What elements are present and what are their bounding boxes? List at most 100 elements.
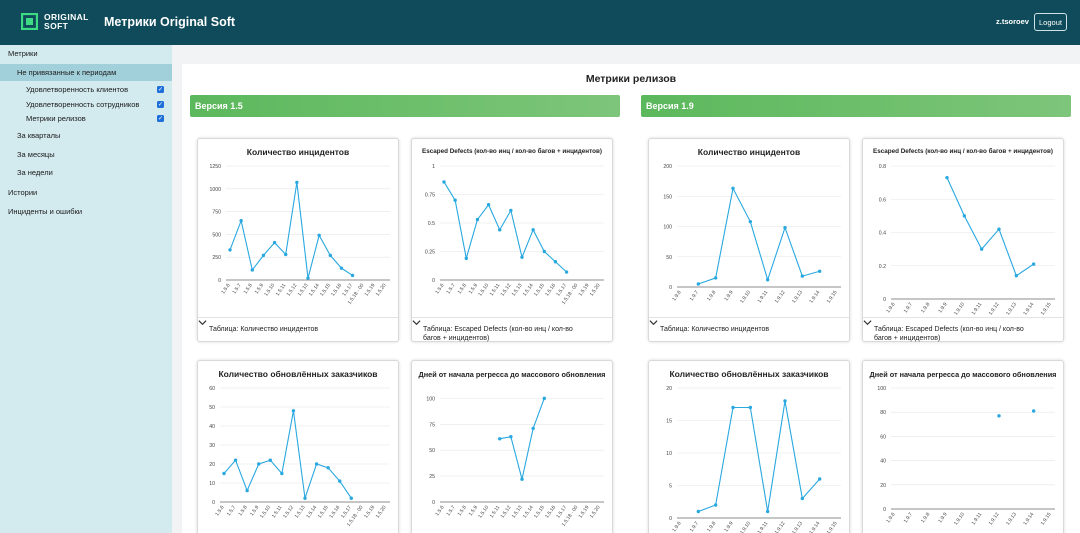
- x-tick-label: 1.9.7: [689, 521, 700, 533]
- x-tick-label: 1.5.6: [220, 283, 231, 296]
- chevron-down-icon: [412, 320, 421, 326]
- sidebar-item-unassigned[interactable]: Не привязанные к периодам: [0, 64, 172, 81]
- y-tick-label: 500: [212, 232, 221, 238]
- y-tick-label: 0: [218, 278, 221, 284]
- top-header: ORIGINAL SOFT Метрики Original Soft z.ts…: [0, 0, 1080, 45]
- sidebar-item-quarters[interactable]: За кварталы: [0, 127, 172, 144]
- chart-card-v19-regress: Дней от начала регресса до массового обн…: [862, 360, 1064, 533]
- x-tick-label: 1.9.7: [903, 512, 914, 525]
- logo-line-2: SOFT: [44, 21, 69, 31]
- x-tick-label: 1.9.7: [689, 290, 700, 303]
- x-tick-label: 1.5.9: [468, 283, 479, 296]
- series-line: [698, 186, 820, 285]
- sidebar-item-months[interactable]: За месяцы: [0, 146, 172, 163]
- x-tick-label: 1.5.6: [434, 505, 445, 518]
- x-tick-label: 1.5.20: [375, 505, 388, 520]
- sidebar: Метрики Не привязанные к периодам Удовле…: [0, 45, 172, 533]
- data-point: [498, 437, 502, 441]
- version-1-9-header[interactable]: Версия 1.9: [641, 95, 1071, 117]
- y-tick-label: 20: [880, 483, 886, 489]
- x-tick-label: 1.5.14: [305, 505, 318, 520]
- x-tick-label: 1.5.10: [477, 283, 490, 298]
- y-tick-label: 0.2: [879, 264, 886, 270]
- y-tick-label: 40: [209, 424, 215, 430]
- y-tick-label: 25: [429, 474, 435, 480]
- data-point: [817, 269, 822, 273]
- table-toggle-label: Таблица: Количество инцидентов: [209, 326, 319, 333]
- x-tick-label: 1.5.15: [533, 505, 546, 520]
- y-tick-label: 0: [432, 500, 435, 506]
- table-toggle-incidents[interactable]: Таблица: Количество инцидентов: [649, 317, 849, 343]
- data-point: [245, 488, 249, 493]
- x-tick-label: 1.9.8: [706, 290, 717, 303]
- x-tick-label: 1.9.15: [826, 290, 839, 305]
- sidebar-item-employee-satisfaction[interactable]: Удовлетворенность сотрудников ✓: [0, 96, 172, 113]
- x-tick-label: 1.9.6: [885, 302, 896, 315]
- line-chart: 0 0.25 0.5 0.75 1 1.5.6 1.5.7 1.5.8 1.5.91.5.10 1…: [425, 164, 604, 306]
- checkbox-checked-icon[interactable]: ✓: [157, 86, 164, 93]
- x-tick-label: 1.5.9: [468, 505, 479, 518]
- y-tick-label: 10: [666, 451, 672, 457]
- line-chart: 0 50 100 150 200 1.9.6 1.9.7 1.9.8 1.9.9 1.9.10 1.…: [663, 164, 841, 305]
- sidebar-item-metrics[interactable]: Метрики: [0, 45, 172, 62]
- x-tick-label: 1.5.12: [500, 283, 513, 298]
- x-tick-label: 1.5.13: [511, 505, 524, 520]
- x-tick-label: 1.9.9: [723, 290, 734, 303]
- y-tick-label: 40: [880, 459, 886, 465]
- sidebar-item-incidents[interactable]: Инциденты и ошибки: [0, 203, 172, 220]
- x-tick-label: 1.9.15: [1040, 512, 1053, 527]
- x-tick-label: 1.5.15: [319, 283, 332, 298]
- x-tick-label: 1.5.15: [317, 505, 330, 520]
- data-point: [350, 273, 355, 278]
- data-point: [442, 180, 446, 184]
- y-tick-label: 60: [209, 386, 215, 392]
- sidebar-item-release-metrics[interactable]: Метрики релизов ✓: [0, 110, 172, 127]
- data-point: [314, 462, 319, 466]
- x-tick-label: 1.5.16: [544, 505, 557, 520]
- x-tick-label: 1.5.13: [294, 505, 307, 520]
- sidebar-item-client-satisfaction[interactable]: Удовлетворенность клиентов ✓: [0, 81, 172, 98]
- checkbox-checked-icon[interactable]: ✓: [157, 115, 164, 122]
- x-tick-label: 1.9.15: [1040, 302, 1053, 317]
- table-toggle-label: Таблица: Escaped Defects (кол-во инц / к…: [423, 326, 573, 342]
- y-tick-label: 1: [432, 164, 435, 170]
- sidebar-item-weeks[interactable]: За недели: [0, 164, 172, 181]
- version-1-5-header[interactable]: Версия 1.5: [190, 95, 620, 117]
- table-toggle-escaped[interactable]: Таблица: Escaped Defects (кол-во инц / к…: [412, 317, 612, 343]
- checkbox-checked-icon[interactable]: ✓: [157, 101, 164, 108]
- x-tick-label: 1.9.14: [808, 290, 821, 305]
- x-tick-label: 1.9.14: [808, 521, 821, 533]
- x-tick-label: 1.5.6: [434, 283, 445, 296]
- y-tick-label: 150: [663, 194, 672, 200]
- chart-card-v19-incidents: Количество инцидентов 0 50 100 150 200 1.9.6 1…: [648, 138, 850, 342]
- y-tick-label: 100: [663, 225, 672, 231]
- x-tick-label: 1.9.6: [885, 512, 896, 525]
- table-toggle-escaped[interactable]: Таблица: Escaped Defects (кол-во инц / к…: [863, 317, 1063, 343]
- x-tick-label: 1.5.15: [533, 283, 546, 298]
- x-tick-label: 1.5.7: [445, 505, 456, 518]
- chart-card-v19-escaped: Escaped Defects (кол-во инц / кол-во баг…: [862, 138, 1064, 342]
- data-point: [520, 255, 524, 259]
- sidebar-item-histories[interactable]: Истории: [0, 184, 172, 201]
- data-point: [295, 180, 299, 185]
- data-point: [800, 496, 805, 501]
- table-toggle-incidents[interactable]: Таблица: Количество инцидентов: [198, 317, 398, 343]
- logo-icon: [21, 13, 38, 30]
- x-tick-label: 1.5.9: [249, 505, 260, 518]
- logout-button[interactable]: Logout: [1034, 13, 1067, 31]
- x-tick-label: 1.9.13: [791, 290, 804, 305]
- x-tick-label: 1.9.8: [920, 302, 931, 315]
- chart-title: Дней от начала регресса до массового обн…: [418, 370, 606, 379]
- y-tick-label: 0.75: [425, 193, 435, 199]
- data-point: [272, 240, 277, 245]
- chart-title: Escaped Defects (кол-во инц / кол-во баг…: [873, 148, 1053, 155]
- x-tick-label: 1.9.8: [920, 512, 931, 525]
- y-tick-label: 50: [666, 255, 672, 261]
- data-point: [553, 260, 558, 264]
- x-tick-label: 1.5.10: [477, 505, 490, 520]
- x-tick-label: 1.5.8: [457, 283, 468, 296]
- series-line: [698, 400, 821, 513]
- sidebar-item-label: За месяцы: [17, 150, 55, 159]
- chart-card-v15-incidents: Количество инцидентов 0 250 500 750 1000 1250…: [197, 138, 399, 342]
